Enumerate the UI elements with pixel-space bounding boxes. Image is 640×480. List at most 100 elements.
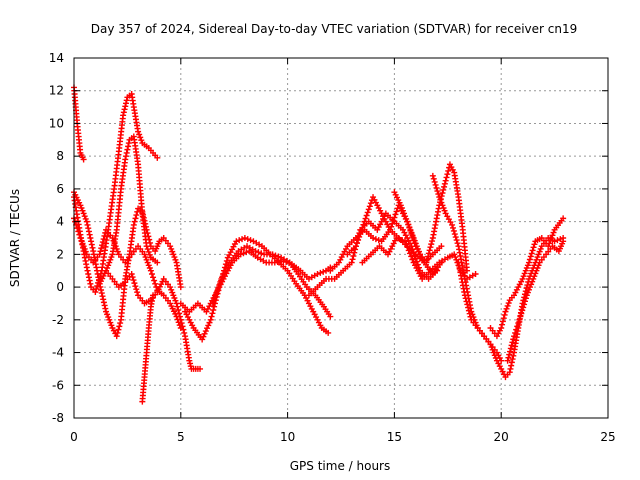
data-point (355, 237, 362, 244)
data-point (415, 248, 422, 255)
data-point (138, 137, 145, 144)
data-point (134, 289, 141, 296)
data-point (434, 188, 441, 195)
data-point (519, 275, 526, 282)
series-track-s (487, 215, 567, 340)
data-point (105, 262, 112, 269)
data-point (530, 275, 537, 282)
data-point (131, 280, 138, 287)
x-tick-label: 15 (387, 430, 402, 444)
data-point (441, 180, 448, 187)
data-point (414, 245, 421, 252)
data-point (81, 213, 88, 220)
data-points (71, 84, 567, 405)
data-point (506, 351, 513, 358)
data-point (402, 238, 409, 245)
data-point (366, 203, 373, 210)
data-point (101, 302, 108, 309)
data-point (348, 259, 355, 266)
data-point (560, 215, 567, 222)
data-point (208, 313, 215, 320)
data-point (533, 267, 540, 274)
data-point (393, 235, 400, 241)
data-point (520, 304, 527, 311)
data-point (217, 278, 224, 285)
data-point (187, 360, 194, 367)
data-point (506, 369, 513, 376)
data-point (512, 329, 519, 336)
data-point (167, 243, 174, 250)
data-point (131, 218, 138, 225)
data-point (505, 300, 512, 307)
data-point (554, 237, 561, 244)
data-point (140, 214, 147, 221)
data-point (412, 240, 419, 247)
data-point (505, 354, 512, 361)
data-point (200, 333, 207, 340)
data-point (560, 238, 567, 245)
data-point (88, 238, 95, 245)
data-point (411, 252, 418, 259)
data-point (87, 280, 94, 287)
data-point (511, 333, 518, 340)
data-point (425, 250, 432, 257)
data-point (244, 236, 251, 243)
data-point (236, 237, 243, 244)
data-point (464, 301, 471, 308)
data-point (413, 258, 420, 265)
series-track-m (327, 226, 445, 274)
series-track-g (139, 292, 157, 405)
chart-title: Day 357 of 2024, Sidereal Day-to-day VTE… (91, 22, 578, 36)
data-point (144, 259, 151, 266)
data-point (146, 251, 153, 258)
data-point (104, 265, 111, 271)
data-point (498, 325, 505, 331)
x-tick-label: 25 (600, 430, 615, 444)
data-point (107, 319, 114, 326)
data-point (97, 248, 104, 255)
data-point (523, 265, 530, 271)
data-point (546, 240, 553, 247)
data-point (154, 259, 161, 266)
data-point (177, 284, 184, 291)
data-point (93, 285, 100, 292)
data-point (449, 224, 456, 231)
data-point (441, 207, 448, 214)
data-point (76, 231, 83, 238)
data-point (129, 274, 136, 281)
data-point (529, 278, 536, 285)
data-point (85, 274, 92, 281)
data-point (113, 245, 120, 252)
data-point (130, 221, 137, 228)
series-track-j (182, 235, 332, 343)
data-point (177, 316, 184, 323)
data-point (125, 143, 132, 150)
data-point (409, 256, 416, 263)
data-point (536, 248, 543, 255)
data-point (148, 271, 155, 277)
data-point (82, 248, 89, 255)
data-point (130, 277, 137, 284)
data-point (275, 253, 282, 260)
data-point (241, 235, 248, 241)
data-point (258, 250, 265, 257)
data-point (172, 256, 179, 263)
data-point (398, 205, 405, 211)
data-point (352, 243, 359, 250)
data-point (99, 242, 106, 249)
data-point (106, 259, 113, 266)
data-point (83, 264, 90, 271)
data-point (112, 243, 119, 250)
data-point (467, 313, 474, 320)
data-point (136, 131, 143, 138)
data-point (465, 307, 472, 314)
y-tick-label: -4 (52, 346, 64, 360)
data-point (524, 262, 531, 269)
data-point (78, 237, 85, 244)
data-point (439, 202, 446, 209)
data-point (114, 248, 121, 255)
data-point (142, 220, 149, 227)
data-point (370, 235, 377, 241)
data-point (120, 112, 127, 119)
series-track-h (177, 316, 204, 372)
